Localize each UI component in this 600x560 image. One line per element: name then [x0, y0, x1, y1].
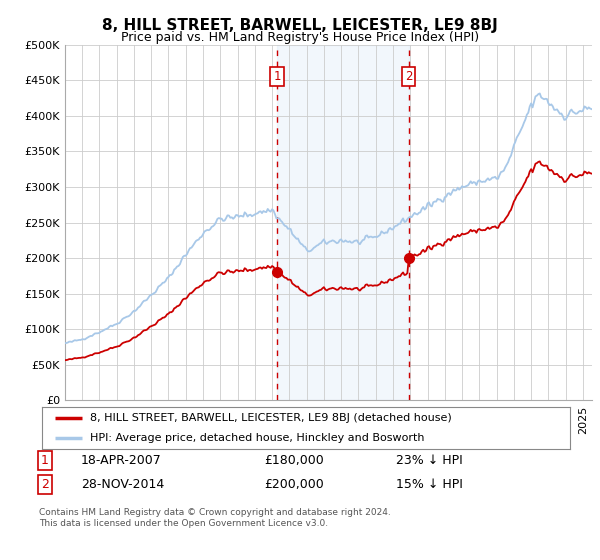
Text: 18-APR-2007: 18-APR-2007 [81, 454, 162, 467]
Text: 1: 1 [41, 454, 49, 467]
Bar [277, 45, 409, 400]
Text: £200,000: £200,000 [264, 478, 324, 491]
Text: 2: 2 [405, 71, 412, 83]
Text: 23% ↓ HPI: 23% ↓ HPI [396, 454, 463, 467]
Text: 28-NOV-2014: 28-NOV-2014 [81, 478, 164, 491]
Text: 2: 2 [41, 478, 49, 491]
Text: £180,000: £180,000 [264, 454, 324, 467]
Text: 1: 1 [274, 71, 281, 83]
Text: Price paid vs. HM Land Registry's House Price Index (HPI): Price paid vs. HM Land Registry's House … [121, 31, 479, 44]
Text: HPI: Average price, detached house, Hinckley and Bosworth: HPI: Average price, detached house, Hinc… [89, 433, 424, 443]
Text: Contains HM Land Registry data © Crown copyright and database right 2024.
This d: Contains HM Land Registry data © Crown c… [39, 508, 391, 528]
Text: 15% ↓ HPI: 15% ↓ HPI [396, 478, 463, 491]
Text: 8, HILL STREET, BARWELL, LEICESTER, LE9 8BJ (detached house): 8, HILL STREET, BARWELL, LEICESTER, LE9 … [89, 413, 451, 423]
Text: 8, HILL STREET, BARWELL, LEICESTER, LE9 8BJ: 8, HILL STREET, BARWELL, LEICESTER, LE9 … [102, 18, 498, 33]
